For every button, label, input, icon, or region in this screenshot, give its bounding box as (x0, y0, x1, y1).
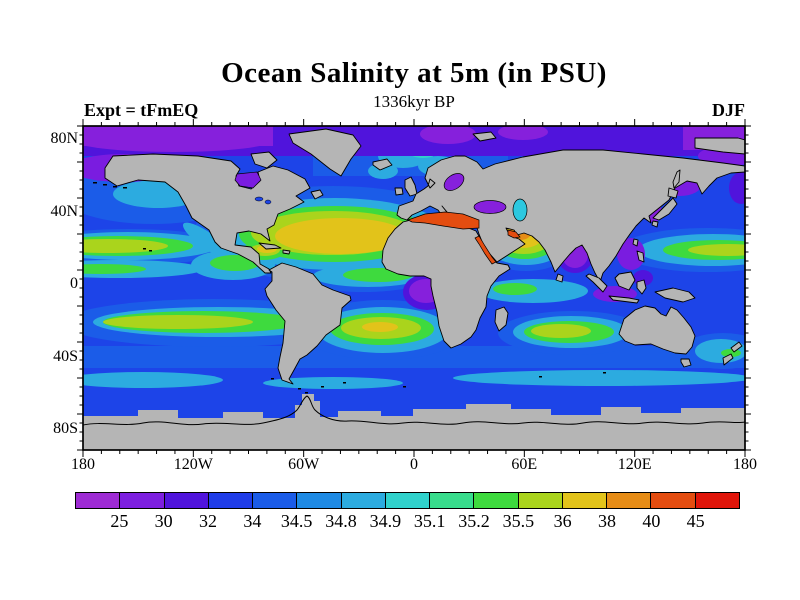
colorbar-boundary-label: 30 (154, 511, 173, 531)
colorbar-cell (606, 493, 651, 508)
latitude-tick-label: 80S (53, 420, 78, 437)
tasmania-island (680, 358, 692, 368)
java-island (608, 295, 640, 304)
longitude-tick-label: 0 (410, 456, 418, 473)
south-america-landmass (264, 262, 352, 385)
honshu-japan-island (652, 197, 678, 221)
colorbar (75, 492, 740, 509)
longitude-tick-label: 120W (173, 456, 213, 473)
madagascar-island (494, 306, 509, 332)
colorbar-boundary-label: 38 (598, 511, 616, 531)
latitude-tick-label: 40N (50, 202, 78, 220)
new-zealand-south-island (722, 353, 734, 366)
philippines-islands (636, 250, 645, 263)
colorbar-cell (296, 493, 341, 508)
colorbar-boundary-label: 40 (642, 511, 661, 531)
black-sea (473, 200, 507, 214)
colorbar-cell (207, 493, 253, 508)
red-sea (474, 235, 497, 265)
sumatra-island (585, 273, 608, 293)
colorbar-cell (429, 493, 474, 508)
colorbar-cell (340, 493, 385, 508)
persian-gulf (507, 229, 521, 239)
africa-landmass (381, 217, 511, 349)
colorbar-boundary-label: 34.5 (280, 511, 313, 531)
longitude-tick-label: 60W (288, 456, 320, 473)
longitude-tick-label: 120E (617, 456, 652, 473)
new-guinea-island (654, 287, 696, 303)
great-lake-east (264, 199, 272, 205)
colorbar-boundary-label: 34 (243, 511, 262, 531)
borneo-island (614, 271, 636, 291)
landmasses (104, 128, 745, 385)
colorbar-labels: 25 30 32 34 34.5 34.8 34.9 35.1 35.2 35.5 36 38 40 45 (75, 511, 740, 535)
cuba-island (258, 242, 282, 250)
ireland-island (394, 187, 404, 196)
hispaniola-island (282, 249, 291, 255)
experiment-label: Expt = tFmEQ (84, 100, 199, 120)
colorbar-boundary-label: 25 (110, 511, 129, 531)
colorbar-boundary-label: 45 (686, 511, 705, 531)
greenland-landmass (288, 128, 362, 177)
plot-title: Ocean Salinity at 5m (in PSU) (221, 57, 607, 89)
svalbard-island (472, 131, 497, 142)
caspian-sea (512, 198, 528, 222)
colorbar-cell (384, 493, 430, 508)
colorbar-cell (561, 493, 607, 508)
kyushu-island (651, 220, 659, 228)
colorbar-cell (76, 493, 120, 508)
colorbar-boundary-label: 34.8 (325, 511, 357, 531)
hudson-bay (234, 171, 262, 189)
new-zealand-north-island (730, 341, 743, 353)
marginal-seas (234, 171, 528, 265)
world-map-plot (77, 119, 751, 457)
arctic-landblock-ne (694, 137, 745, 155)
colorbar-cell (650, 493, 695, 508)
colorbar-cell (252, 493, 297, 508)
colorbar-boundary-label: 34.9 (369, 511, 402, 531)
map-frame (82, 125, 746, 451)
latitude-tick-label: 80N (50, 130, 78, 147)
sulawesi-island (636, 279, 647, 295)
north-america-landmass (104, 153, 311, 274)
latitude-tick-label: 0 (70, 275, 78, 292)
colorbar-boundary-label: 35.1 (413, 511, 446, 531)
iceland-island (372, 158, 393, 171)
colorbar-boundary-label: 35.2 (458, 511, 490, 531)
colorbar-boundary-label: 35.5 (502, 511, 535, 531)
colorbar-cell (517, 493, 562, 508)
colorbar-cell (163, 493, 208, 508)
hokkaido-island (667, 187, 679, 199)
plot-subtitle: 1336kyr BP (373, 92, 455, 111)
baffin-island (250, 151, 278, 169)
antarctica-coastline (83, 395, 745, 426)
baltic-sea (443, 173, 465, 191)
longitude-tick-label: 180 (71, 456, 95, 473)
season-label: DJF (712, 100, 745, 120)
great-lake-west (254, 196, 264, 202)
island-specks (93, 182, 606, 394)
colorbar-cell (694, 493, 739, 508)
colorbar-boundary-label: 36 (553, 511, 572, 531)
colorbar-boundary-label: 32 (199, 511, 217, 531)
colorbar-cell (119, 493, 164, 508)
longitude-tick-label: 60E (511, 456, 538, 473)
newfoundland-island (310, 189, 324, 200)
sri-lanka-island (555, 273, 564, 283)
sakhalin-island (672, 169, 681, 189)
colorbar-cell (473, 493, 518, 508)
mediterranean-sea (407, 211, 480, 230)
australia-landmass (618, 305, 696, 355)
taiwan-island (632, 238, 639, 247)
latitude-tick-label: 40S (53, 347, 78, 365)
longitude-tick-label: 180 (733, 456, 757, 473)
